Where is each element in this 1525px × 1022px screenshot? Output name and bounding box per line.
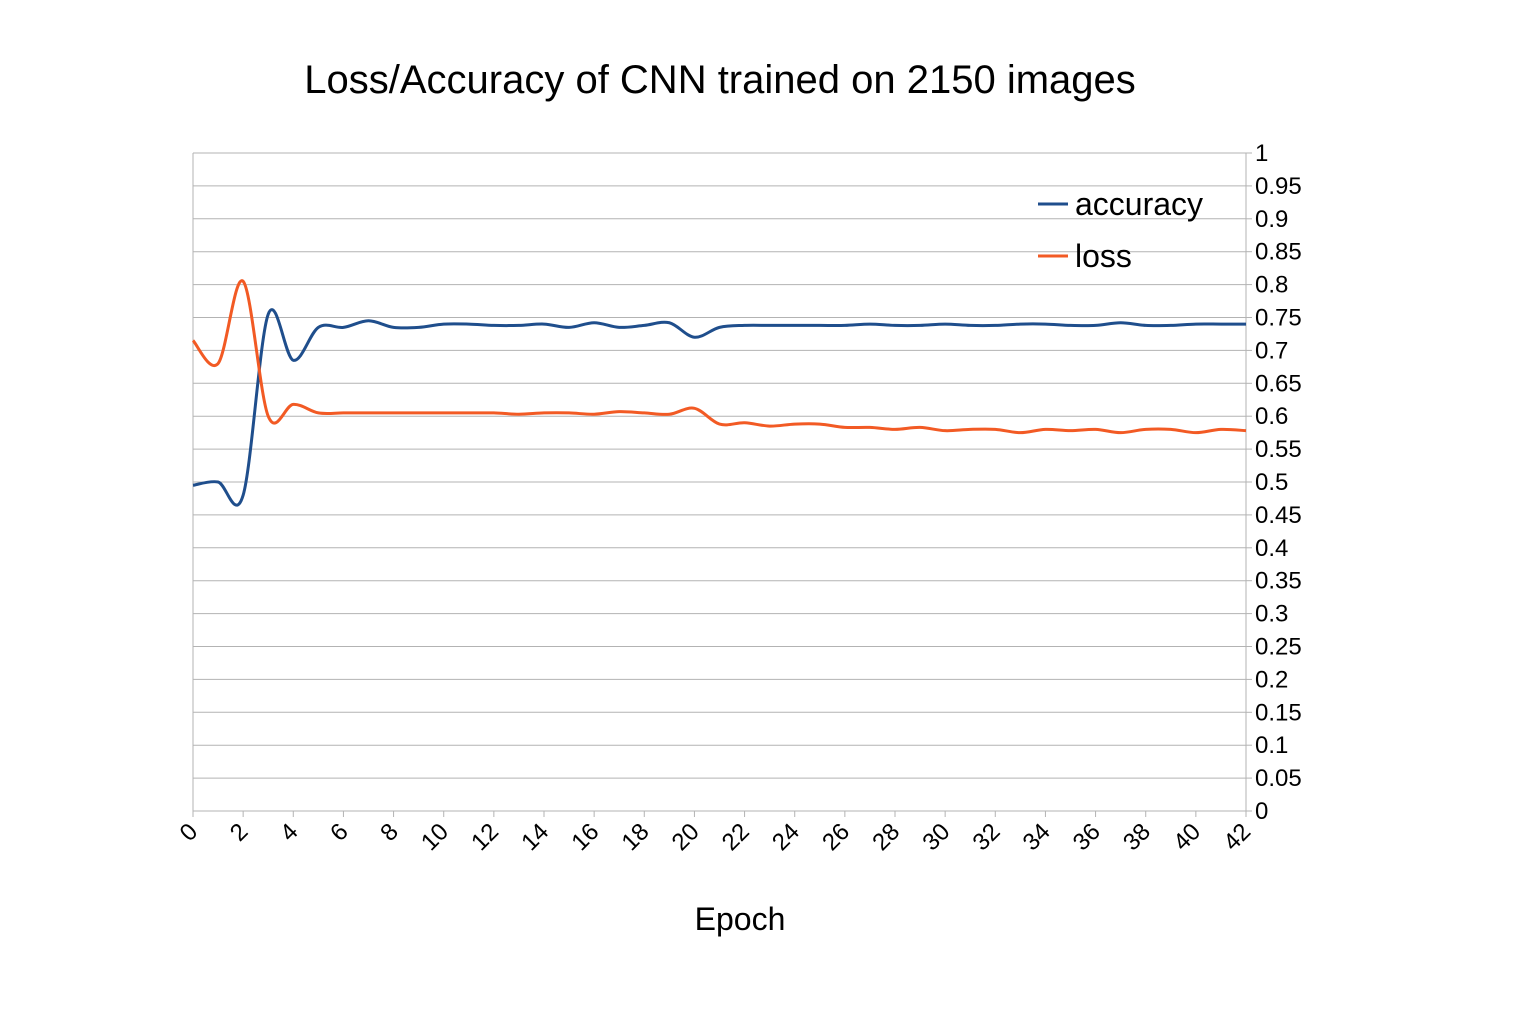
x-tick-label: 32	[968, 818, 1006, 856]
y-tick-label: 0.25	[1255, 634, 1302, 661]
y-tick-label: 0.8	[1255, 272, 1288, 299]
x-tick-label: 18	[617, 818, 655, 856]
legend: accuracy loss	[1038, 186, 1203, 274]
x-axis-ticks: 0 2 4 6 8 10 12 14 16 18 20 22 24 26 28 30 32 34 36 38 40 42	[175, 811, 1256, 856]
x-tick-label: 38	[1118, 818, 1156, 856]
x-tick-label: 20	[667, 818, 705, 856]
y-tick-label: 0.6	[1255, 403, 1288, 430]
series-line-accuracy	[192, 308, 1246, 507]
x-tick-label: 16	[566, 818, 604, 856]
x-tick-label: 30	[917, 818, 955, 856]
y-tick-label: 0.4	[1255, 535, 1288, 562]
x-tick-label: 8	[375, 818, 404, 847]
series-line-loss	[191, 279, 1247, 435]
y-tick-label: 0.05	[1255, 765, 1302, 792]
x-tick-label: 12	[466, 818, 504, 856]
x-axis-label: Epoch	[695, 901, 786, 937]
y-tick-label: 0	[1255, 798, 1268, 825]
x-tick-label: 24	[767, 818, 805, 856]
y-tick-label: 0.7	[1255, 337, 1288, 364]
x-tick-label: 26	[817, 818, 855, 856]
legend-label-loss: loss	[1075, 238, 1132, 274]
y-tick-label: 0.5	[1255, 469, 1288, 496]
x-tick-label: 4	[275, 818, 304, 847]
y-tick-label: 0.55	[1255, 436, 1302, 463]
y-tick-label: 0.75	[1255, 305, 1302, 332]
y-tick-label: 0.2	[1255, 666, 1288, 693]
x-tick-label: 10	[416, 818, 454, 856]
y-tick-label: 0.15	[1255, 699, 1302, 726]
x-tick-label: 34	[1018, 818, 1056, 856]
y-tick-label: 0.95	[1255, 173, 1302, 200]
y-tick-label: 0.45	[1255, 502, 1302, 529]
x-tick-label: 28	[867, 818, 905, 856]
y-tick-label: 0.9	[1255, 206, 1288, 233]
series-lines	[191, 279, 1247, 507]
y-axis-ticks: 0 0.05 0.1 0.15 0.2 0.25 0.3 0.35 0.4 0.45 0.5 0.55…	[1255, 140, 1302, 825]
legend-label-accuracy: accuracy	[1075, 186, 1203, 222]
x-tick-label: 0	[175, 818, 204, 847]
x-tick-label: 6	[325, 818, 354, 847]
y-tick-label: 0.3	[1255, 601, 1288, 628]
y-tick-label: 0.85	[1255, 239, 1302, 266]
y-tick-label: 0.65	[1255, 370, 1302, 397]
y-tick-label: 1	[1255, 140, 1268, 167]
y-tick-label: 0.35	[1255, 568, 1302, 595]
x-tick-label: 14	[516, 818, 554, 856]
x-tick-label: 36	[1068, 818, 1106, 856]
grid	[192, 152, 1252, 817]
y-tick-label: 0.1	[1255, 732, 1288, 759]
x-tick-label: 42	[1218, 818, 1256, 856]
x-tick-label: 40	[1168, 818, 1206, 856]
chart-title: Loss/Accuracy of CNN trained on 2150 ima…	[304, 58, 1136, 102]
x-tick-label: 2	[225, 818, 254, 847]
x-tick-label: 22	[717, 818, 755, 856]
